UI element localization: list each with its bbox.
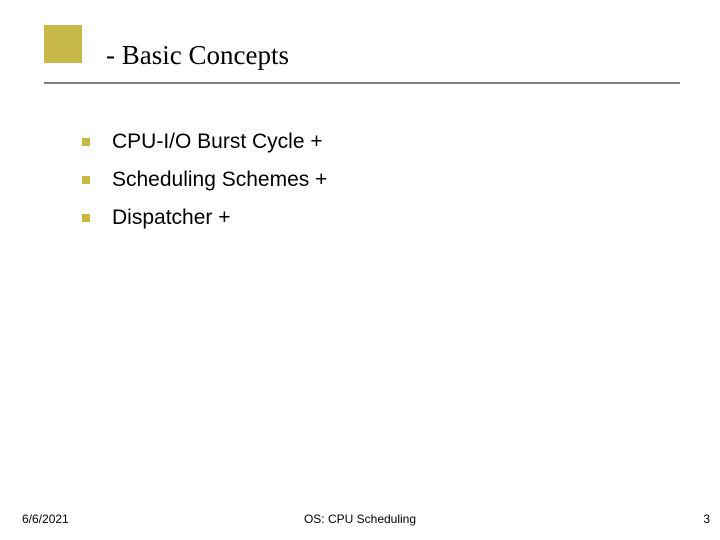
footer-center-text: OS: CPU Scheduling [304,512,416,526]
content-area: CPU-I/O Burst Cycle + Scheduling Schemes … [82,126,327,240]
slide-title: - Basic Concepts [106,40,289,71]
title-underline [44,82,680,84]
bullet-text: Dispatcher + [112,206,230,230]
title-area: - Basic Concepts [106,40,289,71]
footer-date: 6/6/2021 [22,512,69,526]
slide: - Basic Concepts CPU-I/O Burst Cycle + Sc… [0,0,720,540]
bullet-text: Scheduling Schemes + [112,168,327,192]
footer-page-number: 3 [703,512,710,526]
list-item: Scheduling Schemes + [82,164,327,196]
bullet-icon [82,214,90,222]
bullet-text: CPU-I/O Burst Cycle + [112,130,323,154]
bullet-icon [82,176,90,184]
accent-square [44,25,82,63]
bullet-icon [82,138,90,146]
list-item: Dispatcher + [82,202,327,234]
list-item: CPU-I/O Burst Cycle + [82,126,327,158]
